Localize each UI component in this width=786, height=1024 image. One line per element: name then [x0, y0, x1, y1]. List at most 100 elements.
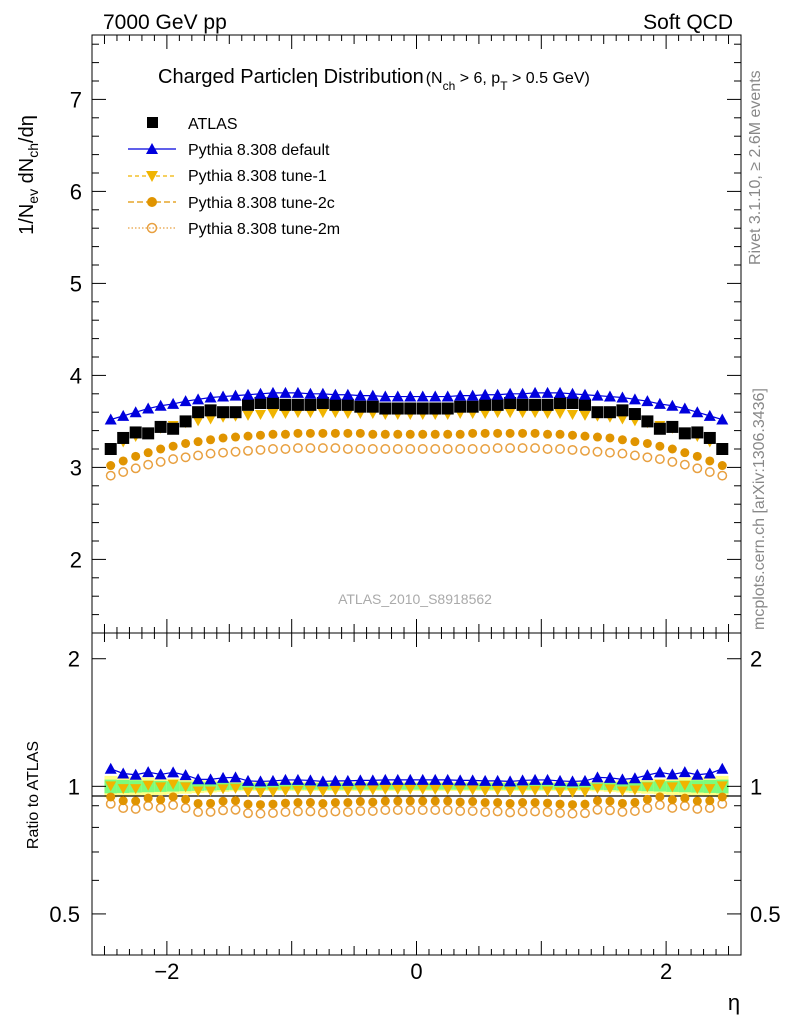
ratio-point-default [641, 769, 654, 781]
ratio-point-default [291, 773, 304, 785]
ratio-point-default [454, 774, 467, 786]
point-tune2c [106, 461, 116, 471]
ratio-point-tune2c [630, 797, 640, 807]
point-atlas [304, 398, 317, 411]
ratio-point-tune2m [193, 807, 204, 818]
ratio-point-tune2m [268, 808, 278, 819]
ratio-point-tune1 [354, 785, 366, 796]
point-tune2c [206, 435, 216, 445]
point-tune1 [267, 409, 279, 420]
ratio-point-tune2c [680, 793, 690, 803]
point-tune2c [530, 428, 540, 438]
point-tune1 [542, 409, 554, 420]
ratio-point-tune2m [692, 803, 703, 814]
ratio-point-tune2c [430, 796, 440, 806]
ratio-point-tune2m [667, 802, 678, 813]
ratio-point-default [379, 773, 392, 785]
ratio-point-tune1 [267, 787, 279, 798]
ratio-point-default [578, 774, 591, 786]
ratio-point-tune2m [380, 805, 391, 815]
ratio-point-tune2m [617, 806, 628, 817]
point-default [254, 387, 267, 399]
point-tune2c [505, 428, 515, 438]
point-atlas [279, 398, 292, 411]
ratio-point-default [217, 771, 230, 783]
ratio-point-tune2c [393, 796, 403, 806]
ratio-point-tune1 [304, 785, 316, 796]
ratio-point-tune2c [106, 792, 116, 802]
ratio-point-tune2m [205, 806, 216, 817]
point-tune2c [418, 429, 428, 439]
point-tune2m [629, 450, 640, 461]
point-tune1 [279, 409, 291, 420]
legend-label-default: Pythia 8.308 default [188, 142, 330, 159]
point-tune2c [717, 461, 727, 471]
point-atlas [104, 443, 117, 455]
point-tune2c [405, 429, 415, 439]
point-default [491, 388, 504, 400]
point-atlas [192, 406, 205, 419]
point-default [653, 397, 666, 409]
ratio-point-tune1 [442, 784, 454, 795]
point-atlas [616, 404, 629, 417]
point-tune2m [642, 452, 653, 463]
point-tune2c [218, 433, 228, 443]
ratio-point-tune1 [242, 787, 254, 798]
ratio-point-tune2c [368, 797, 378, 807]
ratio-point-tune2c [642, 794, 652, 804]
ratio-band-green [578, 783, 592, 790]
ratio-band-green [553, 783, 567, 790]
point-default [479, 388, 492, 400]
point-atlas [204, 404, 217, 417]
point-default [716, 413, 729, 425]
point-default [628, 393, 641, 405]
point-tune2c [243, 431, 253, 441]
point-tune2c [568, 430, 578, 440]
ratio-point-tune2m [567, 808, 578, 819]
point-default [104, 413, 117, 425]
ratio-point-default [229, 771, 242, 783]
ratio-point-tune1 [392, 784, 404, 795]
ratio-band-green [616, 782, 629, 791]
ratio-band-green [341, 783, 355, 790]
point-tune2c [380, 429, 390, 439]
point-tune2m [679, 459, 690, 470]
ratio-point-tune1 [654, 779, 666, 790]
ratio-point-tune2c [193, 798, 203, 808]
ratio-point-tune2m [230, 804, 241, 815]
ratio-point-tune2c [268, 799, 278, 809]
point-tune2c [468, 428, 478, 438]
ratio-point-default [304, 774, 317, 786]
watermark: ATLAS_2010_S8918562 [338, 591, 492, 607]
point-atlas [354, 400, 367, 413]
point-tune2m [168, 454, 179, 465]
point-atlas [391, 402, 404, 415]
ratio-point-tune1 [130, 784, 142, 795]
point-default [354, 389, 367, 401]
point-default [379, 390, 392, 402]
ratio-point-tune2m [168, 800, 179, 810]
point-atlas [217, 406, 230, 419]
point-tune2c [231, 432, 241, 442]
point-tune2m [268, 444, 278, 454]
point-atlas [591, 406, 604, 419]
point-tune2m [305, 443, 316, 454]
ratio-point-tune2m [530, 806, 541, 817]
point-tune1 [616, 414, 628, 425]
point-atlas [541, 398, 554, 411]
y-tick-label: 2 [70, 547, 82, 572]
ratio-point-default [316, 775, 329, 787]
ratio-band-green [541, 783, 554, 790]
point-tune1 [579, 410, 591, 421]
point-tune2c [555, 429, 565, 439]
legend-marker-default [146, 143, 158, 154]
legend-label-tune2c: Pythia 8.308 tune-2c [188, 195, 335, 212]
ratio-point-tune2c [443, 796, 453, 806]
ratio-point-tune2m [392, 805, 403, 815]
ratio-point-tune1 [254, 787, 266, 798]
ratio-point-tune2m [367, 806, 378, 817]
y-tick-label: 7 [70, 87, 82, 112]
ratio-point-default [104, 762, 117, 774]
ratio-point-tune2m [405, 805, 416, 815]
ratio-point-tune2c [568, 800, 578, 810]
